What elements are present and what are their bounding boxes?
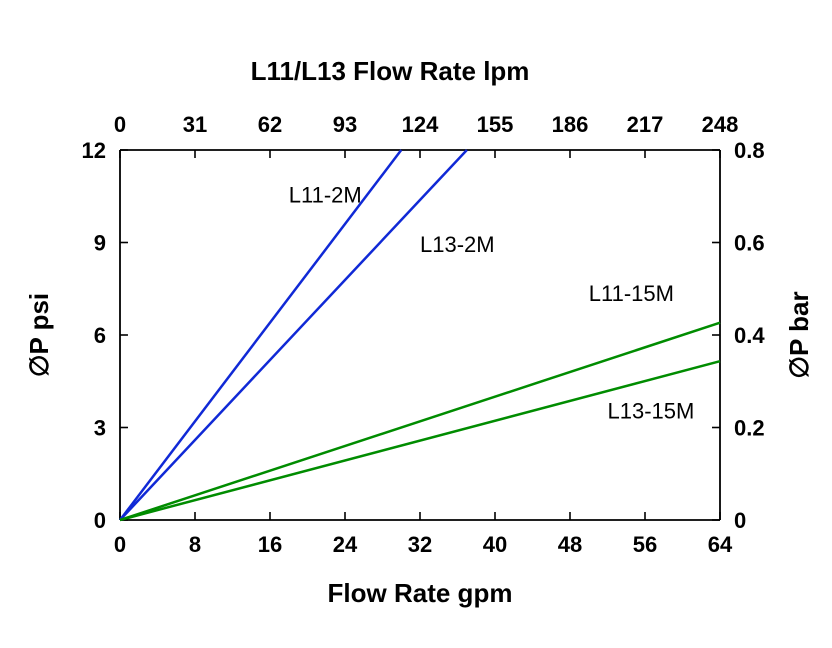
y-left-tick-label: 12	[82, 138, 106, 163]
x-bottom-tick-label: 24	[333, 532, 358, 557]
x-top-tick-label: 155	[477, 112, 514, 137]
series-line-L13-15M	[120, 361, 720, 520]
x-bottom-tick-label: 56	[633, 532, 657, 557]
y-left-tick-label: 9	[94, 231, 106, 256]
x-top-tick-label: 0	[114, 112, 126, 137]
series-label-L13-2M: L13-2M	[420, 232, 495, 257]
x-top-tick-label: 124	[402, 112, 439, 137]
x-top-tick-label: 186	[552, 112, 589, 137]
x-bottom-tick-label: 32	[408, 532, 432, 557]
y-right-tick-label: 0.2	[734, 416, 765, 441]
x-bottom-tick-label: 16	[258, 532, 282, 557]
x-bottom-title: Flow Rate gpm	[328, 578, 513, 608]
y-left-tick-label: 6	[94, 323, 106, 348]
y-left-title: ∅P psi	[24, 293, 54, 377]
x-top-tick-label: 31	[183, 112, 207, 137]
x-bottom-tick-label: 8	[189, 532, 201, 557]
series-label-L11-15M: L11-15M	[589, 281, 674, 306]
y-left-tick-label: 3	[94, 416, 106, 441]
y-right-title: ∅P bar	[784, 291, 814, 378]
chart-container: 0816243240485664031629312415518621724803…	[0, 0, 832, 648]
x-top-tick-label: 217	[627, 112, 664, 137]
x-top-tick-label: 248	[702, 112, 739, 137]
y-right-tick-label: 0.8	[734, 138, 765, 163]
y-right-tick-label: 0	[734, 508, 746, 533]
line-chart: 0816243240485664031629312415518621724803…	[0, 0, 832, 648]
x-top-title: L11/L13 Flow Rate lpm	[251, 56, 530, 86]
series-label-L13-15M: L13-15M	[608, 398, 695, 423]
x-top-tick-label: 62	[258, 112, 282, 137]
x-bottom-tick-label: 40	[483, 532, 507, 557]
y-right-tick-label: 0.4	[734, 323, 765, 348]
y-right-tick-label: 0.6	[734, 231, 765, 256]
series-label-L11-2M: L11-2M	[289, 182, 362, 207]
y-left-tick-label: 0	[94, 508, 106, 533]
x-bottom-tick-label: 64	[708, 532, 733, 557]
x-bottom-tick-label: 48	[558, 532, 582, 557]
x-top-tick-label: 93	[333, 112, 357, 137]
x-bottom-tick-label: 0	[114, 532, 126, 557]
